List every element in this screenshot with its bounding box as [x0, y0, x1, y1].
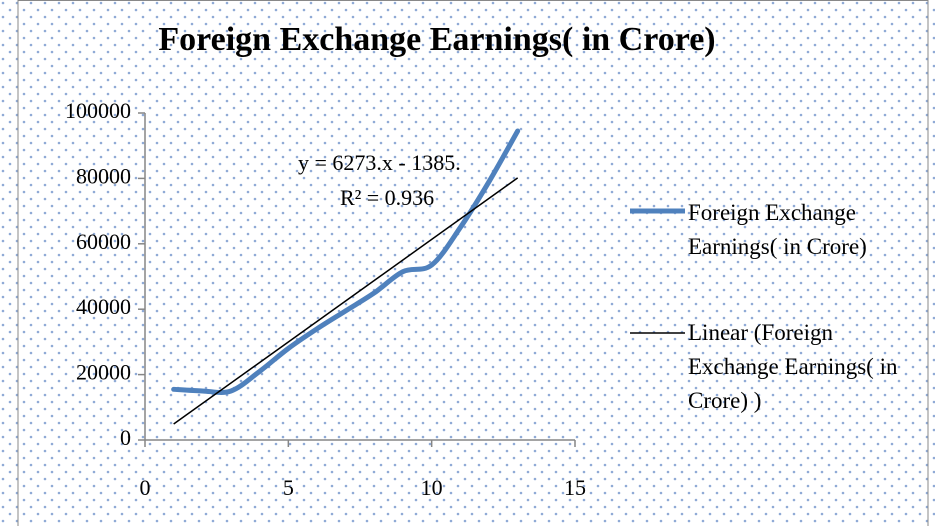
trendline-r2: R² = 0.936	[340, 185, 434, 210]
x-tick-label: 0	[140, 475, 151, 500]
x-tick-label: 15	[564, 475, 586, 500]
y-tick-label: 20000	[76, 360, 131, 385]
y-tick-label: 40000	[76, 294, 131, 319]
trendline-equation: y = 6273.x - 1385.	[298, 150, 461, 175]
y-tick-label: 100000	[65, 98, 131, 123]
chart-title: Foreign Exchange Earnings( in Crore)	[158, 21, 715, 58]
y-tick-label: 0	[120, 425, 131, 450]
trendline	[173, 177, 519, 425]
y-tick-label: 80000	[76, 163, 131, 188]
x-tick-label: 5	[283, 475, 294, 500]
y-tick-label: 60000	[76, 229, 131, 254]
legend-label: Foreign Exchange Earnings( in Crore)	[688, 200, 867, 259]
x-tick-label: 10	[421, 475, 443, 500]
legend-label: Linear (Foreign Exchange Earnings( in Cr…	[688, 320, 898, 413]
data-line	[171, 128, 521, 395]
border	[17, 0, 929, 526]
